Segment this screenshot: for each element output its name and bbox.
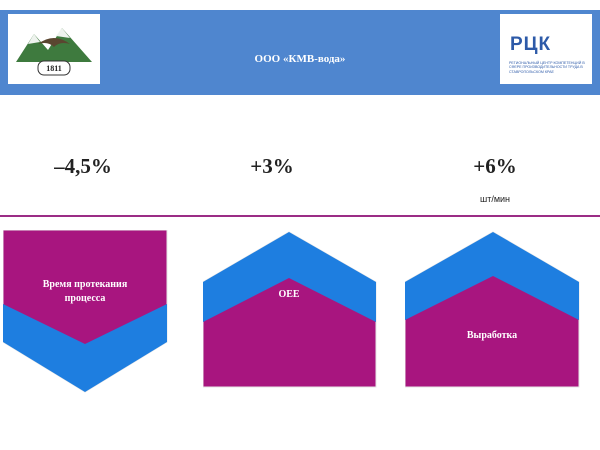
card-process-time-label-2: процесса xyxy=(64,293,106,304)
card-process-time: Время протекания процесса xyxy=(3,230,183,395)
house-shape-icon xyxy=(405,231,580,388)
logo-year: 1811 xyxy=(46,64,62,73)
chevron-down-shape-icon xyxy=(3,230,168,393)
card-oee-label: OEE xyxy=(278,289,300,300)
card-output-label: Выработка xyxy=(466,330,518,341)
card-process-time-label-1: Время протекания xyxy=(42,279,128,290)
company-title: ООО «КМВ-вода» xyxy=(254,53,346,65)
mountain-eagle-logo-icon: 1811 xyxy=(8,14,100,84)
metric-time-value: –4,5% xyxy=(54,154,112,178)
house-shape-icon xyxy=(203,231,377,388)
metric-output-unit: шт/мин xyxy=(479,194,511,204)
divider-line xyxy=(0,215,600,217)
card-output: Выработка xyxy=(405,230,585,395)
card-oee: OEE xyxy=(203,230,383,395)
rck-logo-icon: РЦК РЕГИОНАЛЬНЫЙ ЦЕНТР КОМПЕТЕНЦИЙ В СФЕ… xyxy=(500,14,592,84)
rck-wordmark: РЦК xyxy=(510,34,552,55)
metric-output-value: +6% xyxy=(473,154,517,178)
rck-subtitle: РЕГИОНАЛЬНЫЙ ЦЕНТР КОМПЕТЕНЦИЙ В СФЕРЕ П… xyxy=(509,61,585,74)
eagle-mountain-emblem-icon: 1811 xyxy=(16,28,92,76)
metric-oee-value: +3% xyxy=(250,154,294,178)
